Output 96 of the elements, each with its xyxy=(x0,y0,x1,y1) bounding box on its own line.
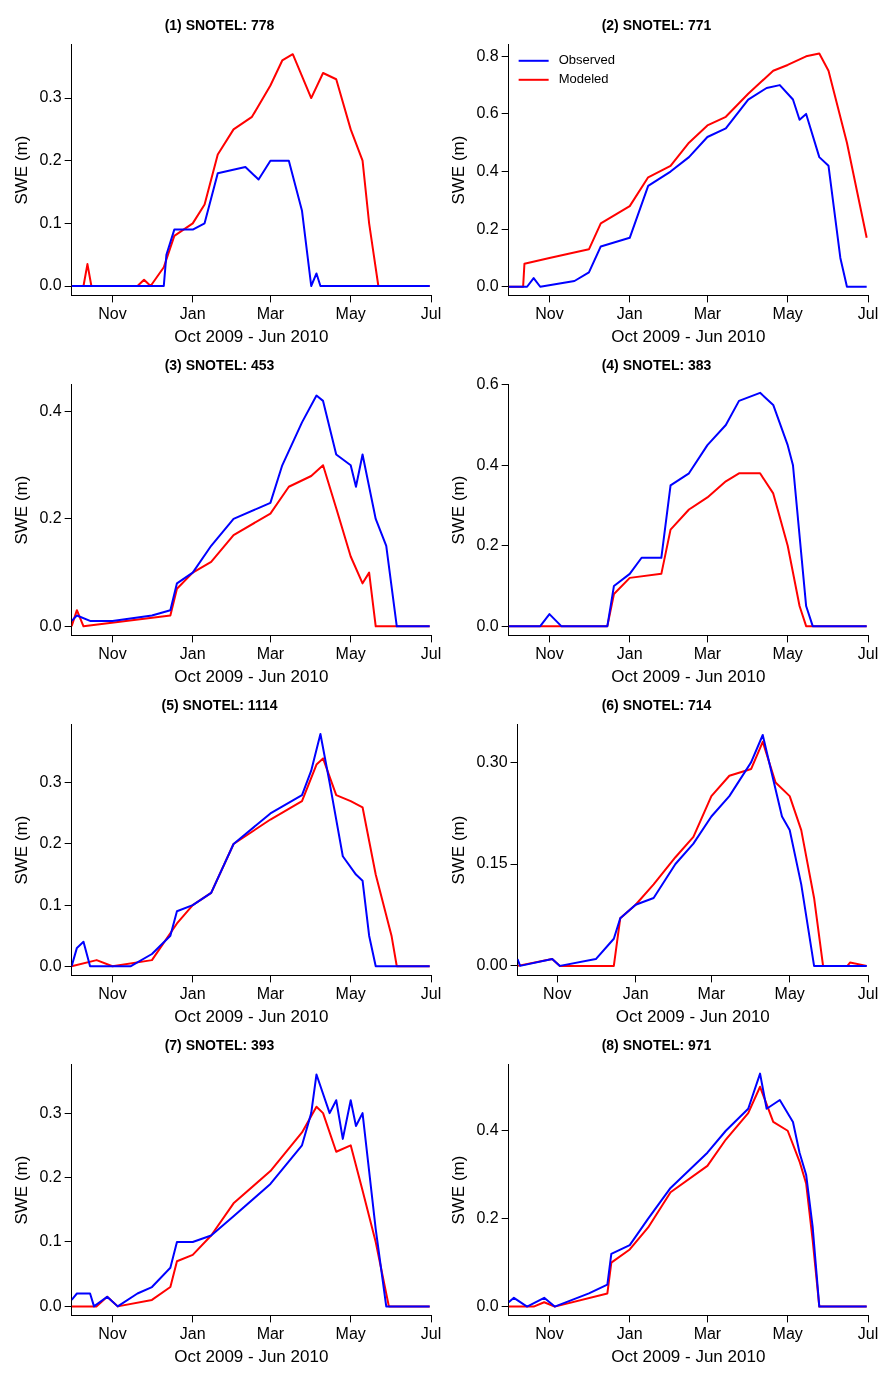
x-tick-label: May xyxy=(335,1325,366,1343)
y-tick-label: 0.2 xyxy=(39,1167,62,1185)
chart-title: (1) SNOTEL: 778 xyxy=(164,17,275,34)
x-tick-label: May xyxy=(335,985,366,1003)
x-tick-label: Mar xyxy=(256,1325,285,1343)
x-tick-label: Nov xyxy=(98,645,127,663)
y-tick-label: 0.2 xyxy=(39,151,62,169)
x-tick-label: Nov xyxy=(98,985,127,1003)
chart-title: (5) SNOTEL: 1114 xyxy=(161,697,278,714)
x-tick-label: Jan xyxy=(179,645,206,663)
y-tick-label: 0.15 xyxy=(476,854,508,872)
x-tick-label: Nov xyxy=(98,305,127,323)
y-tick-label: 0.4 xyxy=(476,455,499,473)
x-tick-label: Jul xyxy=(420,985,442,1003)
y-tick-label: 0.00 xyxy=(476,956,508,974)
y-axis-title: SWE (m) xyxy=(448,475,468,545)
x-axis-title: Oct 2009 - Jun 2010 xyxy=(611,1347,766,1367)
y-tick-label: 0.2 xyxy=(476,219,499,237)
y-axis-title: SWE (m) xyxy=(448,1155,468,1225)
x-axis-title: Oct 2009 - Jun 2010 xyxy=(174,1347,329,1367)
y-tick-label: 0.3 xyxy=(39,773,62,791)
x-tick-label: Nov xyxy=(543,985,572,1003)
x-tick-label: Jan xyxy=(179,985,206,1003)
y-tick-label: 0.0 xyxy=(39,616,62,634)
x-tick-label: Jan xyxy=(179,305,206,323)
x-tick-label: Jan xyxy=(622,985,649,1003)
y-axis-title: SWE (m) xyxy=(448,135,468,205)
x-tick-label: Jul xyxy=(857,985,879,1003)
x-axis-title: Oct 2009 - Jun 2010 xyxy=(174,327,329,347)
x-tick-label: Nov xyxy=(535,1325,564,1343)
y-tick-label: 0.8 xyxy=(476,46,499,64)
y-tick-label: 0.1 xyxy=(39,1232,62,1250)
x-tick-label: May xyxy=(772,1325,803,1343)
x-tick-label: Mar xyxy=(693,1325,722,1343)
y-tick-label: 0.2 xyxy=(476,1209,499,1227)
x-tick-label: Mar xyxy=(256,985,285,1003)
x-tick-label: Jul xyxy=(857,1325,879,1343)
y-tick-label: 0.30 xyxy=(476,752,508,770)
x-tick-label: Jul xyxy=(420,305,442,323)
y-tick-label: 0.6 xyxy=(476,104,499,122)
y-axis-title: SWE (m) xyxy=(11,475,31,545)
x-tick-label: Nov xyxy=(535,305,564,323)
y-tick-label: 0.4 xyxy=(476,161,499,179)
x-tick-label: Mar xyxy=(256,305,285,323)
x-tick-label: Mar xyxy=(256,645,285,663)
x-tick-label: Jul xyxy=(420,1325,442,1343)
x-tick-label: May xyxy=(335,645,366,663)
y-tick-label: 0.2 xyxy=(39,509,62,527)
y-tick-label: 0.0 xyxy=(476,277,499,295)
y-tick-label: 0.1 xyxy=(39,213,62,231)
x-tick-label: May xyxy=(335,305,366,323)
x-axis-title: Oct 2009 - Jun 2010 xyxy=(611,327,766,347)
y-tick-label: 0.0 xyxy=(39,276,62,294)
x-tick-label: Mar xyxy=(693,305,722,323)
y-axis-title: SWE (m) xyxy=(448,815,468,885)
x-tick-label: Jul xyxy=(857,645,879,663)
x-axis-title: Oct 2009 - Jun 2010 xyxy=(611,667,766,687)
x-tick-label: Jan xyxy=(179,1325,206,1343)
x-tick-label: Jan xyxy=(616,1325,643,1343)
y-axis-title: SWE (m) xyxy=(11,815,31,885)
y-tick-label: 0.3 xyxy=(39,1103,62,1121)
y-axis-title: SWE (m) xyxy=(11,1155,31,1225)
y-tick-label: 0.0 xyxy=(476,616,499,634)
y-axis-title: SWE (m) xyxy=(11,135,31,205)
x-axis-title: Oct 2009 - Jun 2010 xyxy=(615,1007,770,1027)
x-tick-label: May xyxy=(772,305,803,323)
y-tick-label: 0.1 xyxy=(39,895,62,913)
y-tick-label: 0.4 xyxy=(476,1121,499,1139)
y-tick-label: 0.2 xyxy=(476,536,499,554)
y-tick-label: 0.0 xyxy=(39,1296,62,1314)
chart-title: (4) SNOTEL: 383 xyxy=(601,357,712,374)
legend-label: Modeled xyxy=(558,71,609,87)
x-tick-label: Jan xyxy=(616,645,643,663)
chart-title: (6) SNOTEL: 714 xyxy=(601,697,712,714)
x-tick-label: Nov xyxy=(535,645,564,663)
x-tick-label: May xyxy=(774,985,805,1003)
y-tick-label: 0.0 xyxy=(476,1297,499,1315)
legend-label: Observed xyxy=(558,52,616,68)
x-tick-label: May xyxy=(772,645,803,663)
y-tick-label: 0.2 xyxy=(39,834,62,852)
x-tick-label: Jul xyxy=(857,305,879,323)
x-tick-label: Jul xyxy=(420,645,442,663)
x-tick-label: Mar xyxy=(693,645,722,663)
chart-title: (2) SNOTEL: 771 xyxy=(601,17,712,34)
chart-title: (7) SNOTEL: 393 xyxy=(164,1037,275,1054)
x-axis-title: Oct 2009 - Jun 2010 xyxy=(174,667,329,687)
x-axis-title: Oct 2009 - Jun 2010 xyxy=(174,1007,329,1027)
y-tick-label: 0.4 xyxy=(39,402,62,420)
y-tick-label: 0.0 xyxy=(39,956,62,974)
x-tick-label: Jan xyxy=(616,305,643,323)
chart-title: (8) SNOTEL: 971 xyxy=(601,1037,712,1054)
x-tick-label: Mar xyxy=(697,985,726,1003)
chart-title: (3) SNOTEL: 453 xyxy=(164,357,275,374)
y-tick-label: 0.3 xyxy=(39,88,62,106)
y-tick-label: 0.6 xyxy=(476,375,499,393)
x-tick-label: Nov xyxy=(98,1325,127,1343)
